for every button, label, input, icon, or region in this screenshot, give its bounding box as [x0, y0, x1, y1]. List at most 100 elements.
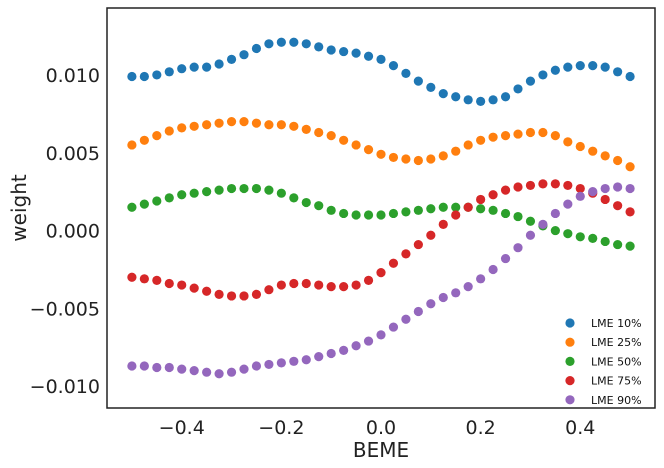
series-lme-10	[127, 37, 635, 106]
data-point	[426, 299, 436, 309]
data-point	[488, 205, 498, 215]
data-point	[251, 43, 262, 54]
data-point	[139, 274, 149, 284]
data-point	[177, 280, 187, 290]
data-point	[239, 291, 249, 301]
data-point	[488, 95, 498, 105]
data-point	[388, 152, 399, 163]
data-point	[226, 117, 237, 127]
data-point	[289, 121, 299, 131]
data-point	[563, 62, 573, 72]
data-point	[127, 140, 137, 150]
data-point	[438, 151, 448, 161]
data-point	[189, 62, 199, 72]
data-point	[239, 364, 249, 374]
x-tick-label: 0.2	[466, 417, 496, 439]
data-point	[550, 179, 560, 189]
x-tick-label: −0.4	[159, 417, 205, 439]
data-point	[600, 236, 610, 247]
data-point	[476, 274, 486, 284]
data-point	[625, 162, 635, 172]
data-point	[189, 366, 199, 376]
data-point	[226, 54, 237, 64]
data-point	[588, 146, 598, 156]
data-point	[525, 76, 536, 86]
data-point	[164, 126, 174, 136]
data-point	[625, 241, 635, 251]
data-point	[538, 127, 548, 138]
data-point	[513, 84, 523, 94]
data-point	[513, 211, 523, 222]
data-point	[351, 280, 361, 290]
data-point	[500, 253, 511, 264]
data-point	[152, 131, 162, 141]
data-point	[388, 258, 399, 268]
data-point	[426, 82, 436, 92]
data-point	[413, 205, 423, 215]
data-point	[588, 187, 598, 197]
data-point	[264, 120, 274, 130]
data-point	[326, 131, 336, 141]
data-point	[463, 95, 473, 105]
x-tick-label: −0.2	[258, 417, 304, 439]
data-point	[401, 249, 411, 259]
data-point	[401, 68, 411, 78]
data-point	[413, 76, 423, 86]
data-point	[426, 154, 436, 164]
data-point	[376, 330, 386, 340]
data-point	[575, 60, 585, 71]
series-lme-50	[127, 183, 635, 251]
data-point	[226, 183, 237, 194]
data-point	[575, 191, 585, 201]
legend-marker	[565, 395, 575, 405]
data-point	[600, 183, 610, 194]
data-point	[351, 341, 361, 351]
legend-label: LME 75%	[591, 375, 642, 388]
data-point	[202, 367, 212, 377]
data-point	[351, 210, 361, 220]
data-point	[538, 70, 548, 80]
data-point	[613, 155, 623, 166]
data-point	[251, 183, 262, 194]
data-point	[488, 190, 498, 200]
x-tick-labels: −0.4 −0.2 0.0 0.2 0.4	[159, 417, 596, 439]
data-point	[563, 180, 573, 191]
data-point	[476, 96, 486, 106]
series-lme-75	[127, 179, 635, 301]
data-point	[127, 202, 137, 212]
data-point	[326, 282, 336, 292]
data-point	[301, 278, 311, 289]
data-point	[438, 89, 448, 99]
data-point	[152, 362, 162, 373]
data-point	[500, 92, 511, 102]
data-point	[463, 140, 473, 150]
series-lme-25	[127, 117, 635, 172]
legend: LME 10% LME 25% LME 50% LME 75% LME 90%	[565, 317, 642, 407]
data-point	[214, 118, 224, 128]
data-point	[401, 154, 411, 164]
data-point	[575, 232, 585, 242]
data-point	[388, 60, 399, 71]
legend-label: LME 50%	[591, 355, 642, 368]
data-point	[363, 210, 374, 220]
data-point	[351, 48, 361, 58]
y-tick-label: 0.000	[46, 221, 100, 243]
data-point	[600, 194, 610, 205]
data-point	[413, 155, 423, 166]
x-tick-label: 0.4	[565, 417, 595, 439]
data-point	[413, 306, 423, 317]
data-point	[388, 208, 399, 219]
data-point	[202, 286, 212, 296]
data-point	[189, 188, 199, 198]
data-point	[289, 278, 299, 289]
data-point	[363, 51, 374, 61]
data-point	[239, 183, 249, 194]
data-point	[513, 243, 523, 253]
data-point	[625, 207, 635, 217]
data-point	[339, 46, 349, 57]
data-point	[289, 356, 299, 366]
data-point	[139, 135, 149, 145]
data-point	[438, 202, 448, 212]
data-point	[152, 196, 162, 206]
data-point	[451, 288, 461, 298]
